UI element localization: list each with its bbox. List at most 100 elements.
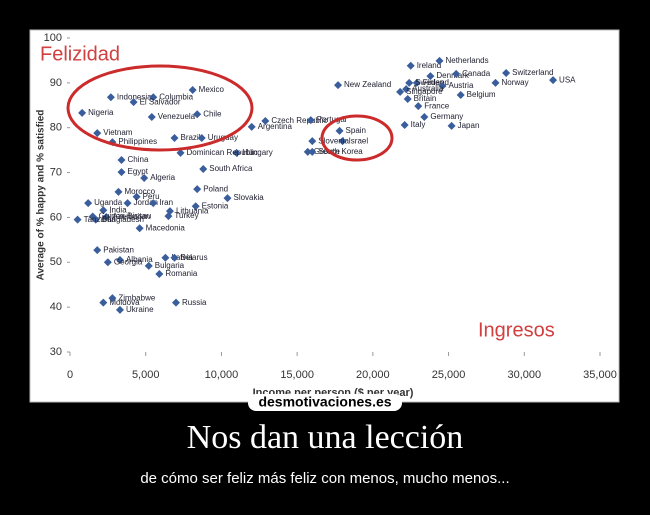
point [73,215,82,224]
y-tick-label: 90 [50,77,62,89]
point [149,199,158,208]
point [102,212,111,221]
point-label: Dominican Republic [187,148,258,157]
point-label: Bangladesh [102,215,144,224]
point [335,126,344,135]
point [108,294,117,303]
x-tick-label: 20,000 [356,369,390,381]
watermark: desmotivaciones.es [258,394,391,410]
point-label: Algeria [150,173,175,182]
point [232,148,241,157]
point-label: South Korea [318,147,363,156]
point [414,102,423,111]
point-label: Estonia [202,201,229,210]
point [197,134,206,143]
poster-caption: de cómo ser feliz más feliz con menos, m… [140,470,509,487]
point [334,81,343,90]
point-label: Columbia [159,92,193,101]
point-label: Albania [126,255,153,264]
point [93,246,102,255]
y-axis-title: Average of % happy and % satisfied [36,110,47,281]
point-label: Austria [449,81,474,90]
point-label: Russia [182,298,207,307]
point [188,86,197,95]
point-label: Egypt [127,167,148,176]
point [502,68,511,77]
point-label: USA [559,75,576,84]
y-tick-label: 80 [50,122,62,134]
point [426,72,435,81]
point-label: China [127,155,148,164]
point-label: Italy [411,120,426,129]
point [308,147,317,156]
point [93,129,102,138]
point [406,61,415,70]
y-tick-label: 40 [50,301,62,313]
point [223,194,232,203]
point [115,256,124,265]
point [117,156,126,165]
point [193,185,202,194]
point-label: India [109,205,127,214]
x-tick-label: 35,000 [583,369,617,381]
point [117,168,126,177]
point-label: Netherlands [445,56,488,65]
point-label: Georgia [114,257,143,266]
point-label: Chile [203,109,222,118]
point-label: Guinea-Bissau [99,212,151,221]
point [170,134,179,143]
point [491,78,500,87]
point-label: Lithuania [176,206,209,215]
point [438,81,447,90]
point [170,253,179,262]
point-label: Australia [412,84,444,93]
point-label: Belgium [467,90,496,99]
point-label: Peru [143,192,160,201]
point [303,147,312,156]
point-label: Vietnam [103,128,133,137]
point [123,199,132,208]
point-label: Germany [430,112,463,121]
point [147,112,156,121]
point-label: Jordan [134,198,158,207]
point [129,98,138,107]
point [115,305,124,314]
point-label: Macedonia [146,223,186,232]
y-tick-label: 60 [50,211,62,223]
x-tick-label: 25,000 [432,369,466,381]
point [400,121,409,130]
point-label: Pakistan [103,245,134,254]
y-tick-label: 100 [44,32,62,44]
highlight-ellipse [66,64,254,152]
point-label: Turkey [174,211,198,220]
annotation: Felizidad [40,43,120,65]
point-label: Philippines [118,137,157,146]
x-tick-label: 5,000 [132,369,160,381]
point [191,202,200,211]
point-label: Mexico [199,85,225,94]
point [103,258,112,267]
point-label: Poland [203,184,228,193]
point-label: Japan [458,121,480,130]
point-label: Sweden [415,78,444,87]
point [144,261,153,270]
x-tick-label: 30,000 [507,369,541,381]
point-label: Iran [159,198,173,207]
point [412,78,421,87]
point [99,206,108,215]
point-label: Britain [414,94,437,103]
point-label: Belarus [180,253,207,262]
point [403,95,412,104]
point-label: Norway [502,78,529,87]
poster-title: Nos dan una lección [187,419,464,456]
point [176,148,185,157]
y-tick-label: 50 [50,256,62,268]
point-label: Bulgaria [155,261,185,270]
point [420,112,429,121]
point-label: New Zealand [344,80,391,89]
point-label: Uganda [94,198,123,207]
point [149,93,158,102]
point [114,187,123,196]
x-tick-label: 15,000 [280,369,314,381]
